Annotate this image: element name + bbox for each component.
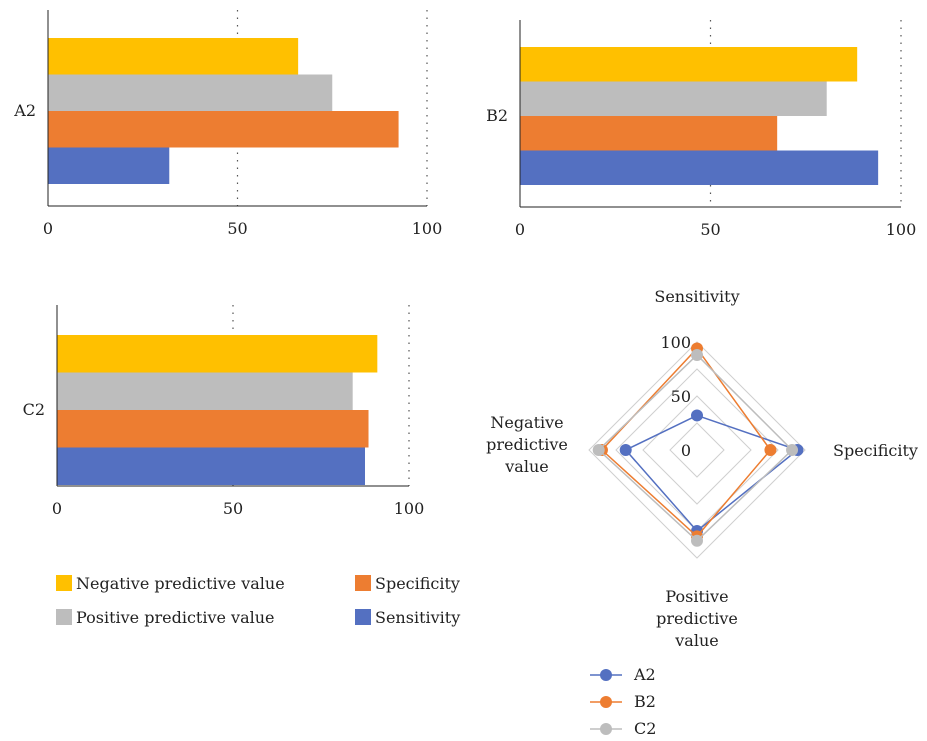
x-tick-label: 0 xyxy=(43,219,53,238)
bar-specificity xyxy=(48,111,399,148)
category-label: B2 xyxy=(486,106,508,125)
bar-specificity xyxy=(57,410,369,448)
legend-item-specificity: Specificity xyxy=(355,574,460,593)
bar-chart-c2: 0 50 100 C2 xyxy=(23,305,425,518)
radial-tick-label: 100 xyxy=(660,333,691,352)
bar-positive-predictive-value xyxy=(57,372,353,410)
legend-swatch xyxy=(56,575,72,591)
x-tick-label: 0 xyxy=(52,499,62,518)
radar-point xyxy=(691,534,703,547)
radar-series-c2 xyxy=(592,348,799,547)
x-tick-label: 100 xyxy=(412,219,443,238)
radar-series-a2 xyxy=(619,409,804,537)
radar-point xyxy=(592,444,605,456)
legend-item-negative-predictive-value: Negative predictive value xyxy=(56,574,285,593)
radar-chart: 0 50 100 Sensitivity Specificity Positive pred… xyxy=(486,287,918,650)
radar-axis-label-sensitivity: Sensitivity xyxy=(654,287,739,306)
legend-item-a2: A2 xyxy=(590,665,656,684)
radar-point xyxy=(691,409,703,422)
radial-tick-label: 0 xyxy=(681,441,691,460)
legend-label: Positive predictive value xyxy=(76,608,275,627)
legend-label: B2 xyxy=(634,692,656,711)
x-tick-label: 100 xyxy=(886,220,917,239)
legend-label: A2 xyxy=(633,665,656,684)
radar-axis-label-specificity: Specificity xyxy=(833,441,918,460)
bar-specificity xyxy=(520,116,778,151)
radar-point xyxy=(764,444,777,456)
category-label: C2 xyxy=(23,400,45,419)
bar-sensitivity xyxy=(48,147,170,184)
radar-point xyxy=(691,348,703,361)
legend-item-b2: B2 xyxy=(590,692,656,711)
x-tick-label: 50 xyxy=(223,499,243,518)
bar-negative-predictive-value xyxy=(48,38,299,75)
legend-item-sensitivity: Sensitivity xyxy=(355,608,460,627)
radial-tick-label: 50 xyxy=(671,387,691,406)
radar-line xyxy=(624,414,799,533)
bar-sensitivity xyxy=(57,447,365,485)
legend-marker xyxy=(600,669,612,681)
x-tick-label: 50 xyxy=(700,220,720,239)
x-tick-label: 100 xyxy=(394,499,425,518)
x-tick-label: 0 xyxy=(515,220,525,239)
radar-point xyxy=(786,444,799,456)
bar-chart-b2: 0 50 100 B2 xyxy=(486,20,916,239)
radar-axis-label-positive-predictive-value: Positive predictive value xyxy=(656,587,738,650)
bar-positive-predictive-value xyxy=(520,81,827,116)
radar-axis-label-negative-predictive-value: Negative predictive value xyxy=(486,413,568,476)
legend-marker xyxy=(600,723,612,735)
radar-legend: A2 B2 C2 xyxy=(590,665,656,738)
bar-chart-a2: 0 50 100 A2 xyxy=(13,10,442,238)
legend-item-c2: C2 xyxy=(590,719,656,738)
bar-positive-predictive-value xyxy=(48,74,333,111)
x-tick-label: 50 xyxy=(227,219,247,238)
bar-negative-predictive-value xyxy=(57,335,378,373)
legend-item-positive-predictive-value: Positive predictive value xyxy=(56,608,275,627)
bar-sensitivity xyxy=(520,150,879,185)
radar-gridline xyxy=(615,368,779,532)
legend-marker xyxy=(600,696,612,708)
radar-gridline xyxy=(642,395,752,505)
legend-label: Negative predictive value xyxy=(76,574,285,593)
legend-label: Sensitivity xyxy=(375,608,460,627)
bar-negative-predictive-value xyxy=(520,47,858,82)
category-label: A2 xyxy=(13,101,36,120)
radar-gridline xyxy=(669,422,725,478)
legend-swatch xyxy=(56,609,72,625)
legend-swatch xyxy=(355,575,371,591)
legend-label: C2 xyxy=(634,719,656,738)
radar-point xyxy=(619,444,632,456)
legend-swatch xyxy=(355,609,371,625)
legend-label: Specificity xyxy=(375,574,460,593)
radar-gridline xyxy=(588,341,806,559)
bar-legend: Negative predictive value Specificity Posi… xyxy=(56,574,460,627)
